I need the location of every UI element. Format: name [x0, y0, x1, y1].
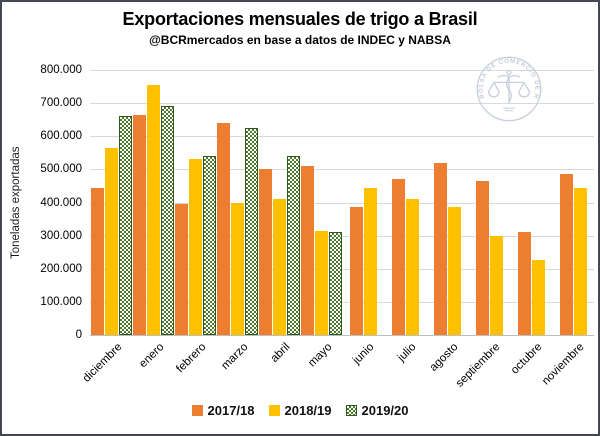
x-tick-label-mayo: mayo — [306, 341, 335, 370]
legend: 2017/18 2018/19 2019/20 — [2, 403, 598, 418]
bar-2018-19-noviembre — [573, 187, 587, 335]
bar-2017-18-diciembre — [90, 187, 104, 335]
legend-swatch-icon — [345, 405, 357, 416]
legend-item-2019-20: 2019/20 — [345, 403, 409, 418]
y-tick-label: 100.000 — [40, 295, 82, 308]
legend-swatch-icon — [268, 405, 280, 416]
bar-2019-20-febrero — [202, 156, 216, 335]
gridline — [90, 235, 594, 237]
bolsa-de-comercio-de-rosario-seal-watermark: BOLSA DE COMERCIO DE ROSARIO — [476, 56, 542, 122]
bar-2017-18-noviembre — [559, 174, 573, 335]
x-tick-label-julio: julio — [395, 341, 419, 364]
legend-label: 2018/19 — [284, 403, 332, 418]
bar-2019-20-diciembre — [118, 116, 132, 335]
y-tick-label: 600.000 — [40, 130, 82, 143]
gridline — [90, 268, 594, 270]
gridline — [90, 103, 594, 105]
bar-2018-19-diciembre — [104, 147, 118, 335]
seal-outer-circle — [476, 56, 542, 122]
x-tick-label-enero: enero — [137, 341, 167, 371]
plot-area — [90, 70, 594, 335]
x-tick-label-febrero: febrero — [174, 341, 209, 376]
bar-2017-18-marzo — [216, 123, 230, 335]
bar-2018-19-febrero — [188, 159, 202, 335]
bar-2018-19-octubre — [531, 260, 545, 335]
x-tick-label-agosto: agosto — [427, 341, 461, 374]
bar-2017-18-julio — [391, 179, 405, 335]
y-tick-label: 400.000 — [40, 196, 82, 209]
gridline — [90, 70, 594, 71]
x-tick-label-diciembre: diciembre — [80, 341, 125, 385]
y-tick-label: 500.000 — [40, 163, 82, 176]
chart-title: Exportaciones mensuales de trigo a Brasi… — [122, 9, 478, 29]
x-tick-label-noviembre: noviembre — [540, 341, 587, 388]
bar-2018-19-agosto — [447, 207, 461, 335]
y-tick-label: 800.000 — [40, 64, 82, 76]
gridline — [90, 136, 594, 138]
chart-subtitle: @BCRmercados en base a datos de INDEC y … — [149, 33, 451, 47]
bar-2019-20-enero — [160, 106, 174, 335]
legend-label: 2017/18 — [207, 403, 255, 418]
bar-2017-18-enero — [132, 114, 146, 335]
bar-2018-19-septiembre — [489, 235, 503, 335]
bar-2017-18-mayo — [300, 166, 314, 335]
x-tick-label-marzo: marzo — [219, 341, 251, 373]
bar-2018-19-abril — [272, 199, 286, 335]
y-tick-label: 700.000 — [40, 97, 82, 110]
scales-caduceus-icon — [487, 69, 531, 112]
gridline — [90, 202, 594, 204]
gridline — [90, 301, 594, 303]
bar-2017-18-agosto — [433, 162, 447, 335]
bar-2019-20-abril — [286, 156, 300, 335]
x-tick-label-junio: junio — [350, 341, 377, 367]
legend-swatch-icon — [191, 405, 203, 416]
bar-2017-18-octubre — [517, 232, 531, 335]
y-tick-label: 300.000 — [40, 229, 82, 242]
bar-2018-19-junio — [363, 187, 377, 335]
bar-2017-18-septiembre — [475, 180, 489, 335]
y-tick-label: 0 — [75, 329, 82, 341]
bar-2017-18-junio — [349, 207, 363, 335]
bar-2019-20-marzo — [244, 127, 258, 335]
x-tick-label-septiembre: septiembre — [453, 341, 503, 390]
bar-2018-19-julio — [405, 199, 419, 335]
y-tick-label: 200.000 — [40, 262, 82, 275]
bar-2017-18-abril — [258, 169, 272, 335]
x-axis-line — [90, 335, 594, 336]
bar-2018-19-mayo — [314, 230, 328, 335]
x-tick-label-abril: abril — [268, 341, 293, 365]
legend-label: 2019/20 — [361, 403, 409, 418]
legend-item-2017-18: 2017/18 — [191, 403, 255, 418]
legend-item-2018-19: 2018/19 — [268, 403, 332, 418]
x-tick-label-octubre: octubre — [508, 341, 545, 377]
bar-2018-19-marzo — [230, 202, 244, 335]
bar-2017-18-febrero — [174, 204, 188, 335]
bar-2018-19-enero — [146, 84, 160, 335]
bar-2019-20-mayo — [328, 232, 342, 335]
gridline — [90, 169, 594, 171]
